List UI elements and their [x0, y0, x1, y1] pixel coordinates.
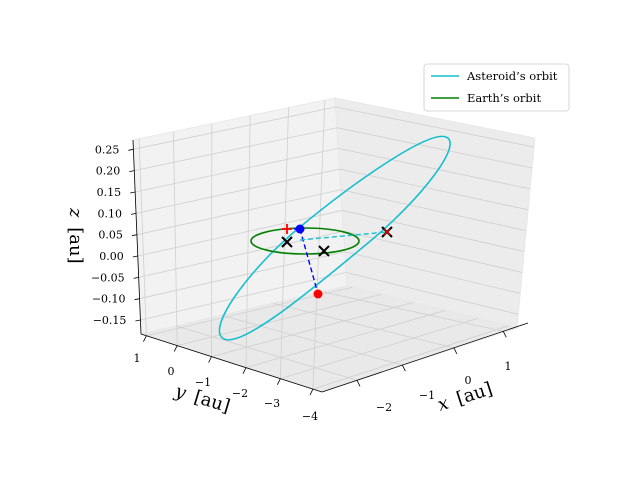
x-tick-label: −1 [419, 389, 435, 402]
z-tick-label: −0.05 [91, 271, 125, 284]
y-tick-label: −3 [264, 397, 280, 410]
z-tick-label: 0.15 [97, 186, 122, 199]
y-tick [242, 367, 247, 374]
z-tick [133, 276, 139, 279]
x-tick-label: 1 [505, 360, 512, 373]
y-grid-floor [312, 325, 509, 390]
z-axis-label: z [au] [65, 207, 86, 264]
x-grid-floor [322, 291, 504, 332]
asteroid-orbit-line [218, 135, 451, 341]
y-tick [208, 356, 212, 363]
y-tick-label: −1 [195, 376, 211, 389]
legend-label-asteroid: Asteroid’s orbit [466, 69, 558, 83]
z-grid-right [344, 251, 521, 294]
z-tick [132, 255, 138, 258]
z-grid-left [137, 210, 343, 257]
z-grid-left [135, 147, 339, 193]
tick-marks [128, 148, 507, 396]
z-grid-right [338, 147, 531, 190]
z-grid-right [336, 127, 533, 169]
z-grid-right [339, 168, 529, 211]
y-axis-line [140, 333, 323, 393]
z-grid-left [133, 106, 336, 150]
y-tick [143, 335, 147, 342]
y-tick-label: −4 [302, 410, 318, 423]
red-plus-marker [282, 224, 292, 234]
y-grid-floor [245, 309, 446, 369]
axes-panes [132, 97, 536, 393]
cross-a-marker [281, 236, 293, 248]
z-tick [135, 319, 141, 322]
z-grid-left [139, 251, 345, 300]
z-tick-label: 0.25 [95, 143, 120, 156]
z-tick [128, 148, 134, 151]
y-tick-label: 1 [134, 352, 141, 365]
y-grid-floor [211, 301, 414, 358]
tick-labels: 0.25 0.20 0.15 0.10 0.05 0.00 −0.05 −0.10 −0.15 1… [91, 143, 512, 423]
z-grid-right [335, 106, 535, 148]
z-grid-left [140, 272, 347, 321]
x-tick [453, 347, 458, 355]
z-tick-label: 0.10 [98, 207, 123, 220]
z-grid-right [340, 189, 527, 232]
z-grid-left [134, 127, 337, 172]
x-grid-floor [221, 314, 403, 366]
red-point-marker [313, 289, 323, 299]
series-group [218, 135, 451, 341]
cross-c-red-marker [383, 228, 391, 236]
y-tick-label: −2 [232, 387, 248, 400]
z-tick [129, 170, 135, 173]
y-tick [173, 345, 178, 352]
z-tick [130, 191, 136, 194]
x-tick [356, 380, 361, 387]
z-tick-label: −0.15 [93, 314, 127, 327]
z-axis-line [132, 139, 142, 335]
y-grid-wall [173, 131, 178, 346]
cyan-dashed-line [299, 231, 388, 241]
blue-point-marker [295, 224, 305, 234]
x-grid-floor [272, 302, 454, 349]
z-tick [134, 298, 140, 301]
z-tick-label: 0.00 [99, 250, 124, 263]
legend: Asteroid’s orbit Earth’s orbit [423, 63, 570, 112]
x-tick [401, 364, 406, 372]
y-tick-label: 0 [168, 365, 175, 378]
gridlines [133, 100, 535, 390]
y-grid-floor [177, 294, 382, 346]
y-grid-wall [138, 138, 147, 336]
axis-lines [132, 139, 529, 393]
z-grid-left [136, 189, 341, 236]
z-tick [130, 212, 137, 215]
z-tick-label: 0.20 [96, 165, 121, 178]
x-axis-line [321, 322, 529, 393]
z-tick-label: −0.10 [92, 293, 126, 306]
x-tick [502, 331, 507, 338]
x-grid-floor [175, 325, 358, 381]
y-grid-wall [245, 115, 251, 368]
markers-group [281, 224, 393, 299]
cross-b-marker [318, 245, 330, 257]
z-grid-right [342, 210, 525, 253]
x-tick-label: −2 [376, 401, 392, 414]
y-tick [277, 378, 281, 385]
z-grid-right [346, 272, 519, 315]
legend-box [423, 63, 570, 112]
x-tick-label: 0 [465, 374, 472, 387]
z-tick-label: 0.05 [98, 229, 123, 242]
legend-label-earth: Earth’s orbit [467, 91, 541, 105]
z-tick [131, 234, 137, 237]
earth-orbit-line [250, 227, 360, 255]
z-grid-left [135, 168, 340, 214]
y-tick [309, 388, 314, 396]
y-grid-floor [280, 317, 479, 380]
